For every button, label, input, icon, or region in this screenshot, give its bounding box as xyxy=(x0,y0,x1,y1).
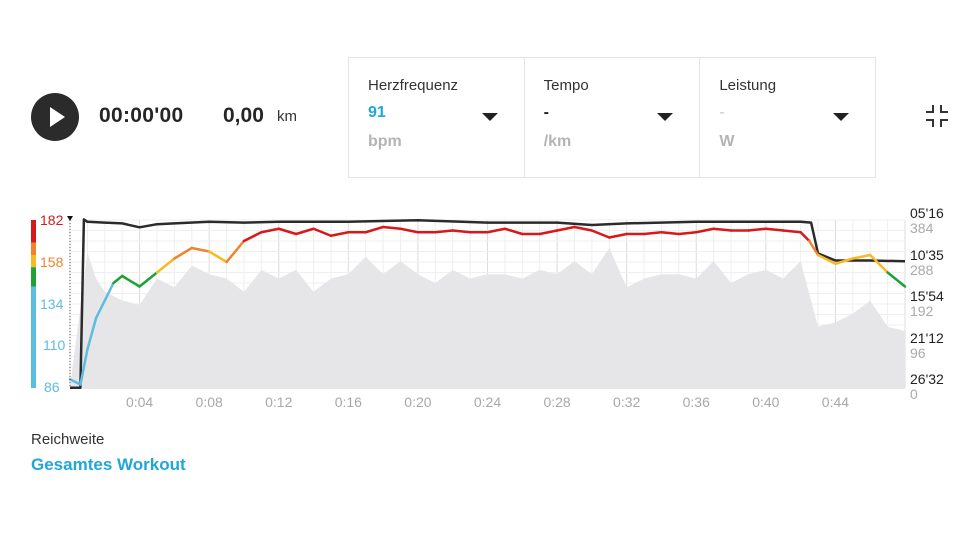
x-tick: 0:16 xyxy=(334,394,362,410)
x-tick: 0:12 xyxy=(265,394,293,410)
y-tick-left: 86 xyxy=(44,379,60,395)
pace-tick: 15'54 xyxy=(910,288,944,304)
x-tick: 0:28 xyxy=(543,394,571,410)
metric-value: 91 xyxy=(368,104,386,121)
range-selector[interactable]: Gesamtes Workout xyxy=(31,455,186,474)
hr-zone-bar xyxy=(31,220,36,388)
metric-label: Herzfrequenz xyxy=(368,77,459,94)
x-tick: 0:24 xyxy=(473,394,502,410)
metric-dropdown-pace[interactable]: Tempo - /km xyxy=(525,58,701,177)
play-button[interactable] xyxy=(31,93,79,141)
collapse-fullscreen-icon xyxy=(926,105,948,127)
pace-line-series xyxy=(70,218,906,390)
x-tick: 0:20 xyxy=(404,394,432,410)
x-tick: 0:32 xyxy=(613,394,641,410)
y-tick-left: 110 xyxy=(43,337,66,353)
heart-rate-line-series xyxy=(68,225,907,386)
power-tick: 192 xyxy=(910,303,934,319)
caret-down-icon[interactable] xyxy=(657,113,674,121)
distance-value: 0,00 xyxy=(223,104,264,127)
metric-dropdown-power[interactable]: Leistung - W xyxy=(700,58,875,177)
y-tick-left: 182 xyxy=(40,212,64,228)
x-tick: 0:40 xyxy=(752,394,780,410)
caret-down-icon[interactable] xyxy=(481,113,498,121)
metric-dropdown-heart-rate[interactable]: Herzfrequenz 91 bpm xyxy=(349,58,525,177)
power-tick: 288 xyxy=(910,262,934,278)
pace-tick: 10'35 xyxy=(910,247,944,263)
metric-unit: W xyxy=(719,133,735,150)
x-tick: 0:04 xyxy=(125,394,154,410)
y-tick-left: 158 xyxy=(40,254,64,270)
power-tick: 96 xyxy=(910,345,926,361)
pace-tick: 21'12 xyxy=(910,330,944,346)
metric-unit: bpm xyxy=(368,133,402,150)
y-tick-left: 134 xyxy=(40,296,64,312)
pace-tick: 05'16 xyxy=(910,205,944,221)
metric-label: Leistung xyxy=(719,77,777,94)
range-label: Reichweite xyxy=(31,431,105,448)
metric-panel: Herzfrequenz 91 bpm Tempo - /km Leistung… xyxy=(348,57,876,178)
x-tick: 0:08 xyxy=(195,394,223,410)
chart-grid xyxy=(69,219,906,389)
power-area-series xyxy=(70,248,905,388)
elapsed-time: 00:00'00 xyxy=(99,104,184,127)
metric-value: - xyxy=(543,104,549,121)
playhead-marker-icon[interactable] xyxy=(67,216,73,221)
power-tick: 0 xyxy=(910,386,918,402)
play-icon xyxy=(50,107,65,127)
distance-unit: km xyxy=(277,108,297,125)
collapse-fullscreen-button[interactable] xyxy=(924,103,950,129)
metric-label: Tempo xyxy=(543,77,589,94)
power-tick: 384 xyxy=(910,220,934,236)
x-tick: 0:36 xyxy=(682,394,710,410)
pace-tick: 26'32 xyxy=(910,371,944,387)
metric-unit: /km xyxy=(543,133,572,150)
caret-down-icon[interactable] xyxy=(833,113,850,121)
metric-value: - xyxy=(719,104,725,121)
x-tick: 0:44 xyxy=(821,394,850,410)
